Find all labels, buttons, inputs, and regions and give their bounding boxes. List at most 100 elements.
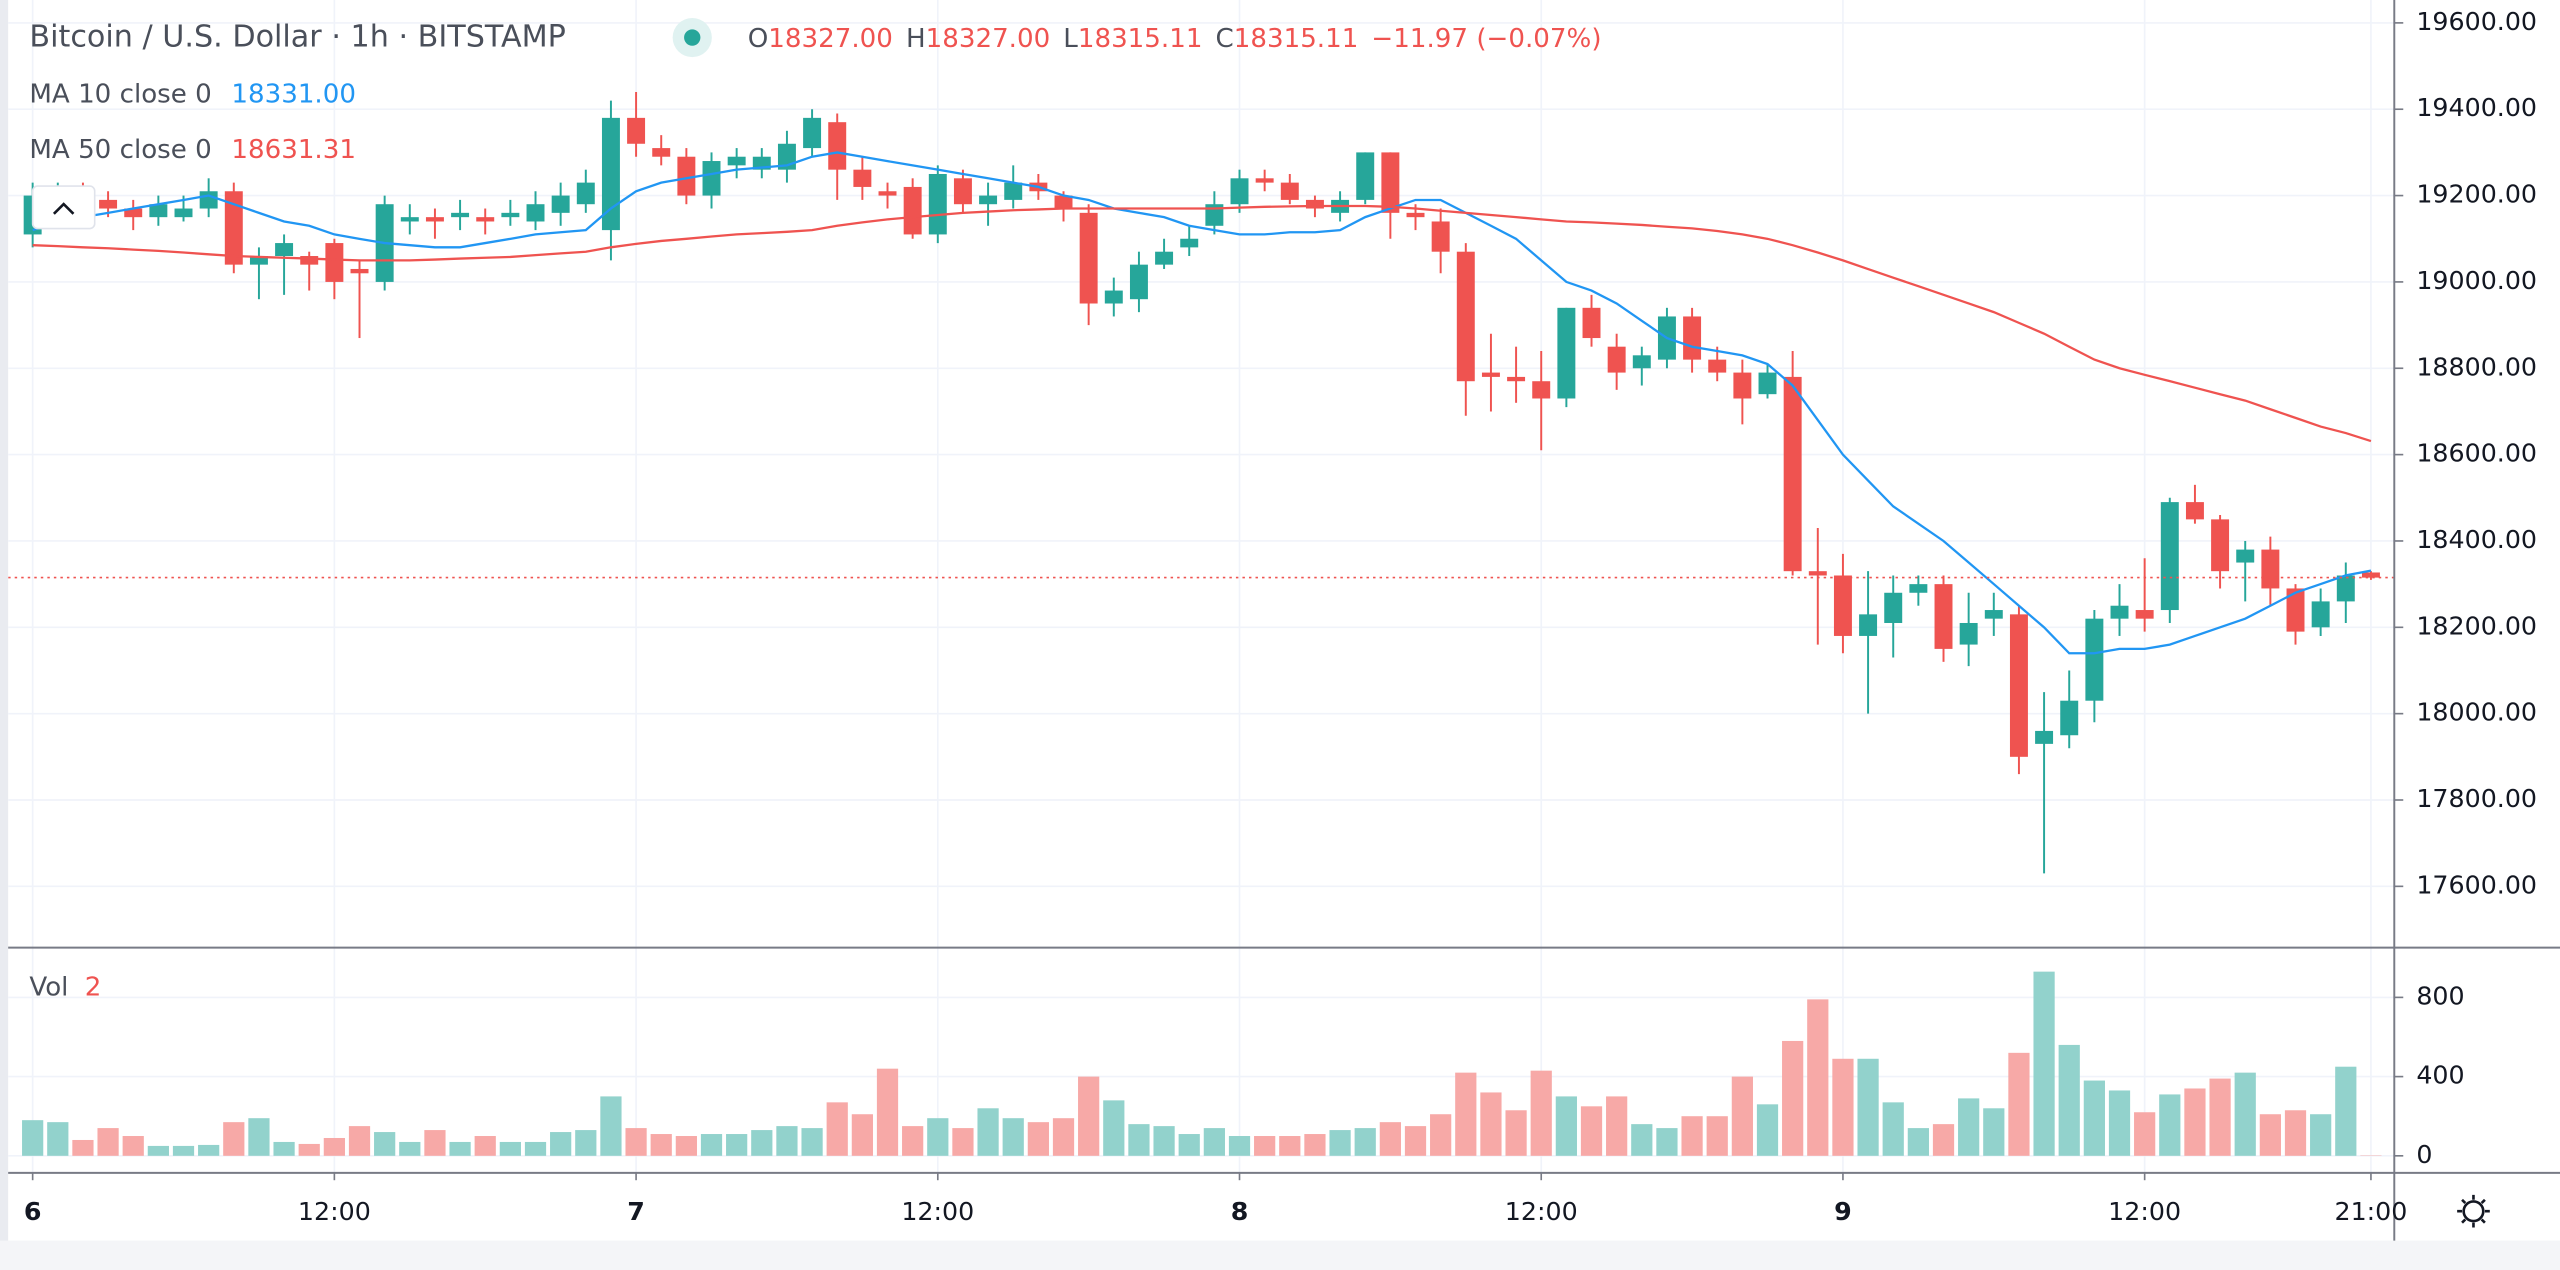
candle-body	[99, 199, 118, 209]
candle-body	[1305, 199, 1324, 209]
candle-body	[1984, 610, 2003, 619]
ohlc-legend: O18327.00 H18327.00 L18315.11 C18315.11 −11.…	[748, 24, 1602, 54]
y-tick-label: 18000.00	[2416, 698, 2537, 727]
candle-body	[551, 195, 570, 213]
volume-bar	[952, 1128, 974, 1156]
candle-body	[249, 256, 268, 265]
volume-bar	[1555, 1096, 1577, 1156]
candle-body	[1054, 195, 1073, 209]
candle-body	[2135, 610, 2154, 619]
candle-body	[1859, 614, 1878, 636]
y-tick-label: 19600.00	[2416, 7, 2537, 36]
ohlc-key: O	[748, 24, 769, 54]
volume-bar	[1203, 1128, 1225, 1156]
volume-bar	[374, 1132, 396, 1156]
volume-bar	[348, 1126, 371, 1156]
volume-bar	[1782, 1040, 1804, 1156]
candle-body	[2211, 519, 2230, 572]
candle-body	[1155, 251, 1174, 265]
volume-bar	[1178, 1134, 1200, 1156]
candle-body	[199, 191, 218, 209]
ohlc-value: 18315.11	[1078, 24, 1203, 54]
x-tick-label: 12:00	[2108, 1197, 2181, 1226]
candle-body	[803, 117, 822, 149]
settings-icon[interactable]	[2462, 1200, 2485, 1223]
volume-bar	[2259, 1114, 2281, 1156]
x-tick-label: 12:00	[901, 1197, 974, 1226]
settings-icon-rays[interactable]	[2457, 1194, 2490, 1228]
candle-body	[2110, 605, 2129, 619]
y-tick-label: 400	[2416, 1061, 2464, 1090]
volume-bar	[851, 1114, 873, 1156]
volume-bar	[1078, 1076, 1100, 1156]
volume-bar	[1656, 1128, 1678, 1156]
volume-bar	[298, 1143, 320, 1156]
study-value: 18631.31	[231, 135, 356, 165]
candle-body	[576, 182, 595, 205]
candle-body	[2085, 618, 2104, 701]
x-tick-label: 12:00	[298, 1197, 371, 1226]
volume-bar	[1958, 1098, 1980, 1156]
candle-body	[1833, 575, 1852, 636]
x-tick-label: 6	[24, 1197, 42, 1226]
volume-bar	[1103, 1100, 1125, 1156]
candle-body	[2236, 549, 2255, 563]
candle-body	[1758, 372, 1777, 395]
candle-body	[953, 178, 972, 205]
candle-body	[350, 268, 369, 274]
collapse-button-box[interactable]	[31, 185, 96, 230]
volume-bar	[122, 1136, 144, 1156]
volume-bar	[2209, 1078, 2231, 1156]
x-tick-label: 7	[627, 1197, 645, 1226]
y-tick-label: 19000.00	[2416, 266, 2537, 295]
candle-body	[1406, 212, 1425, 218]
collapse-icon[interactable]	[52, 202, 75, 215]
ohlc-value: 18315.11	[1234, 24, 1359, 54]
volume-bar	[1027, 1122, 1049, 1156]
candle-body	[1934, 584, 1953, 649]
volume-bar	[449, 1141, 471, 1156]
candle-body	[2009, 614, 2028, 757]
candle-body	[627, 117, 646, 144]
volume-bar	[1480, 1092, 1502, 1156]
candle-body	[1557, 307, 1576, 399]
candle-body	[476, 217, 495, 222]
x-tick-label: 21:00	[2334, 1197, 2407, 1226]
volume-bar	[273, 1141, 295, 1156]
y-tick-label: 800	[2416, 981, 2464, 1010]
volume-bar	[1983, 1108, 2005, 1156]
volume-bar	[1228, 1136, 1251, 1156]
collapse-button[interactable]	[31, 185, 96, 230]
settings-button[interactable]	[2457, 1194, 2490, 1228]
candle-body	[878, 191, 897, 196]
candle-body	[1733, 372, 1752, 399]
volume-bar	[1304, 1134, 1326, 1156]
volume-bar	[1052, 1118, 1075, 1156]
candle-body	[2361, 572, 2380, 578]
volume-bar	[625, 1128, 647, 1156]
volume-bar	[2284, 1110, 2307, 1156]
volume-bar	[801, 1128, 823, 1156]
candle-body	[425, 217, 444, 222]
volume-bar	[927, 1118, 949, 1156]
volume-bar	[2083, 1080, 2105, 1156]
volume-bar	[1932, 1124, 1955, 1156]
volume-bar	[2310, 1114, 2332, 1156]
candle-body	[1683, 316, 1702, 360]
volume-pane	[22, 971, 2382, 1156]
volume-bar	[172, 1145, 195, 1156]
volume-bar	[2108, 1090, 2131, 1156]
candle-body	[149, 204, 168, 218]
ma-line	[32, 151, 2372, 655]
candle-body	[903, 186, 922, 235]
study-name: MA 50 close 0	[29, 135, 211, 165]
volume-bar	[1530, 1070, 1552, 1156]
candle-body	[1280, 182, 1299, 200]
volume-bar	[72, 1139, 94, 1156]
volume-bar	[977, 1108, 999, 1156]
volume-bar	[650, 1134, 672, 1156]
candle-body	[1230, 178, 1249, 205]
